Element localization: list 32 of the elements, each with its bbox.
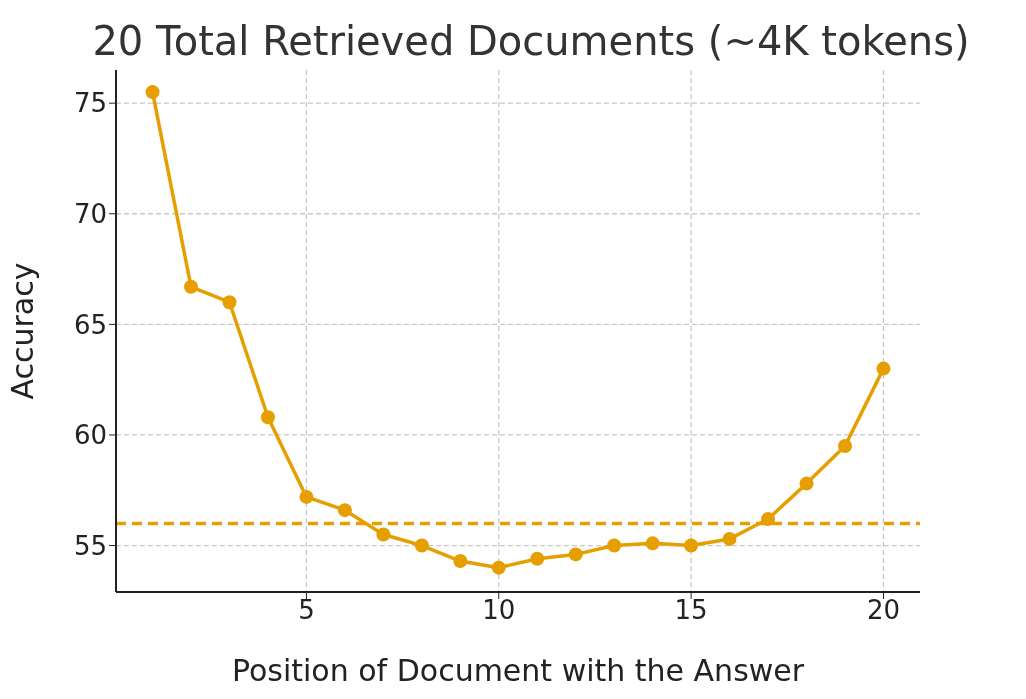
point (376, 527, 391, 542)
point (299, 489, 314, 504)
x-tick-label: 15 (674, 595, 708, 626)
y-axis-title: Accuracy (4, 262, 40, 400)
y-tick-label: 65 (73, 309, 107, 340)
y-tick-label: 60 (73, 420, 107, 451)
x-tick-label: 20 (866, 595, 900, 626)
point (184, 279, 199, 294)
point (761, 512, 776, 527)
x-tick-label: 10 (482, 595, 516, 626)
point (684, 538, 699, 553)
point (491, 560, 506, 575)
point (876, 361, 891, 376)
point (568, 547, 583, 562)
point (145, 85, 160, 100)
point (607, 538, 622, 553)
point (337, 503, 352, 518)
point (222, 295, 237, 310)
chart-title: 20 Total Retrieved Documents (~4K tokens) (91, 18, 971, 64)
point (837, 439, 852, 454)
y-tick-label: 70 (73, 199, 107, 229)
x-axis-title: Position of Document with the Answer (231, 653, 805, 688)
y-tick-label: 75 (73, 88, 107, 119)
point (645, 536, 660, 551)
point (260, 410, 275, 425)
point (722, 531, 737, 546)
y-tick-label: 55 (73, 530, 107, 561)
point (414, 538, 429, 553)
x-tick-label: 5 (298, 595, 315, 626)
point (453, 554, 468, 569)
point (530, 551, 545, 566)
point (799, 476, 814, 491)
